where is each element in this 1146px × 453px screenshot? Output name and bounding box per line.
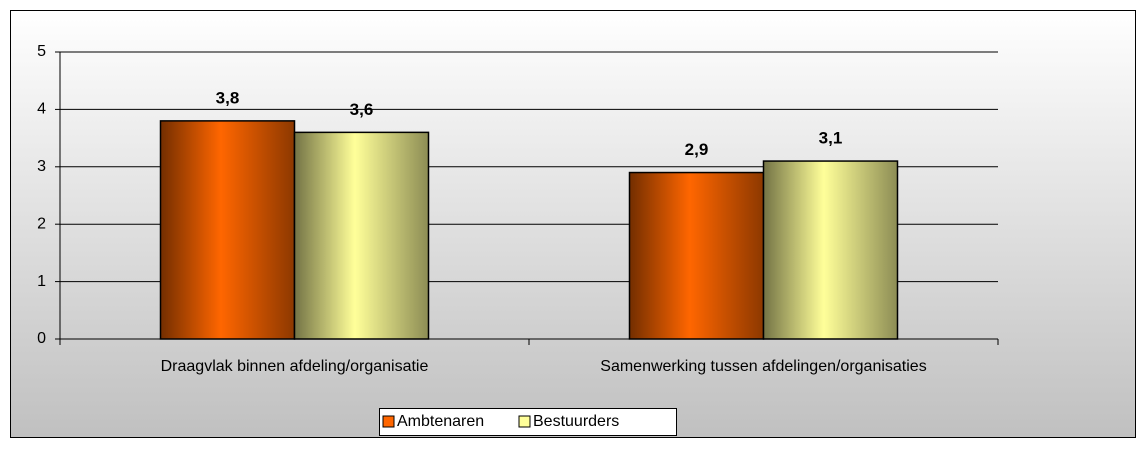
legend-swatch xyxy=(382,415,395,428)
legend-swatch xyxy=(518,415,531,428)
data-label: 2,9 xyxy=(685,140,709,159)
y-tick-label: 0 xyxy=(37,330,46,347)
y-tick-label: 4 xyxy=(37,101,46,118)
x-tick-label: Draagvlak binnen afdeling/organisatie xyxy=(161,358,429,375)
legend-label: Bestuurders xyxy=(533,413,619,430)
y-tick-label: 5 xyxy=(37,43,46,60)
data-label: 3,1 xyxy=(819,129,843,148)
y-tick-label: 3 xyxy=(37,158,46,175)
y-tick-label: 1 xyxy=(37,273,46,290)
y-tick-label: 2 xyxy=(37,215,46,232)
legend-label: Ambtenaren xyxy=(397,413,484,430)
data-label: 3,6 xyxy=(350,100,374,119)
bar-shade xyxy=(762,160,899,340)
bar-shade xyxy=(293,131,430,340)
x-tick-label: Samenwerking tussen afdelingen/organisat… xyxy=(600,358,926,375)
bar-shade xyxy=(628,171,765,340)
data-label: 3,8 xyxy=(216,88,240,107)
bar-shade xyxy=(159,120,296,340)
